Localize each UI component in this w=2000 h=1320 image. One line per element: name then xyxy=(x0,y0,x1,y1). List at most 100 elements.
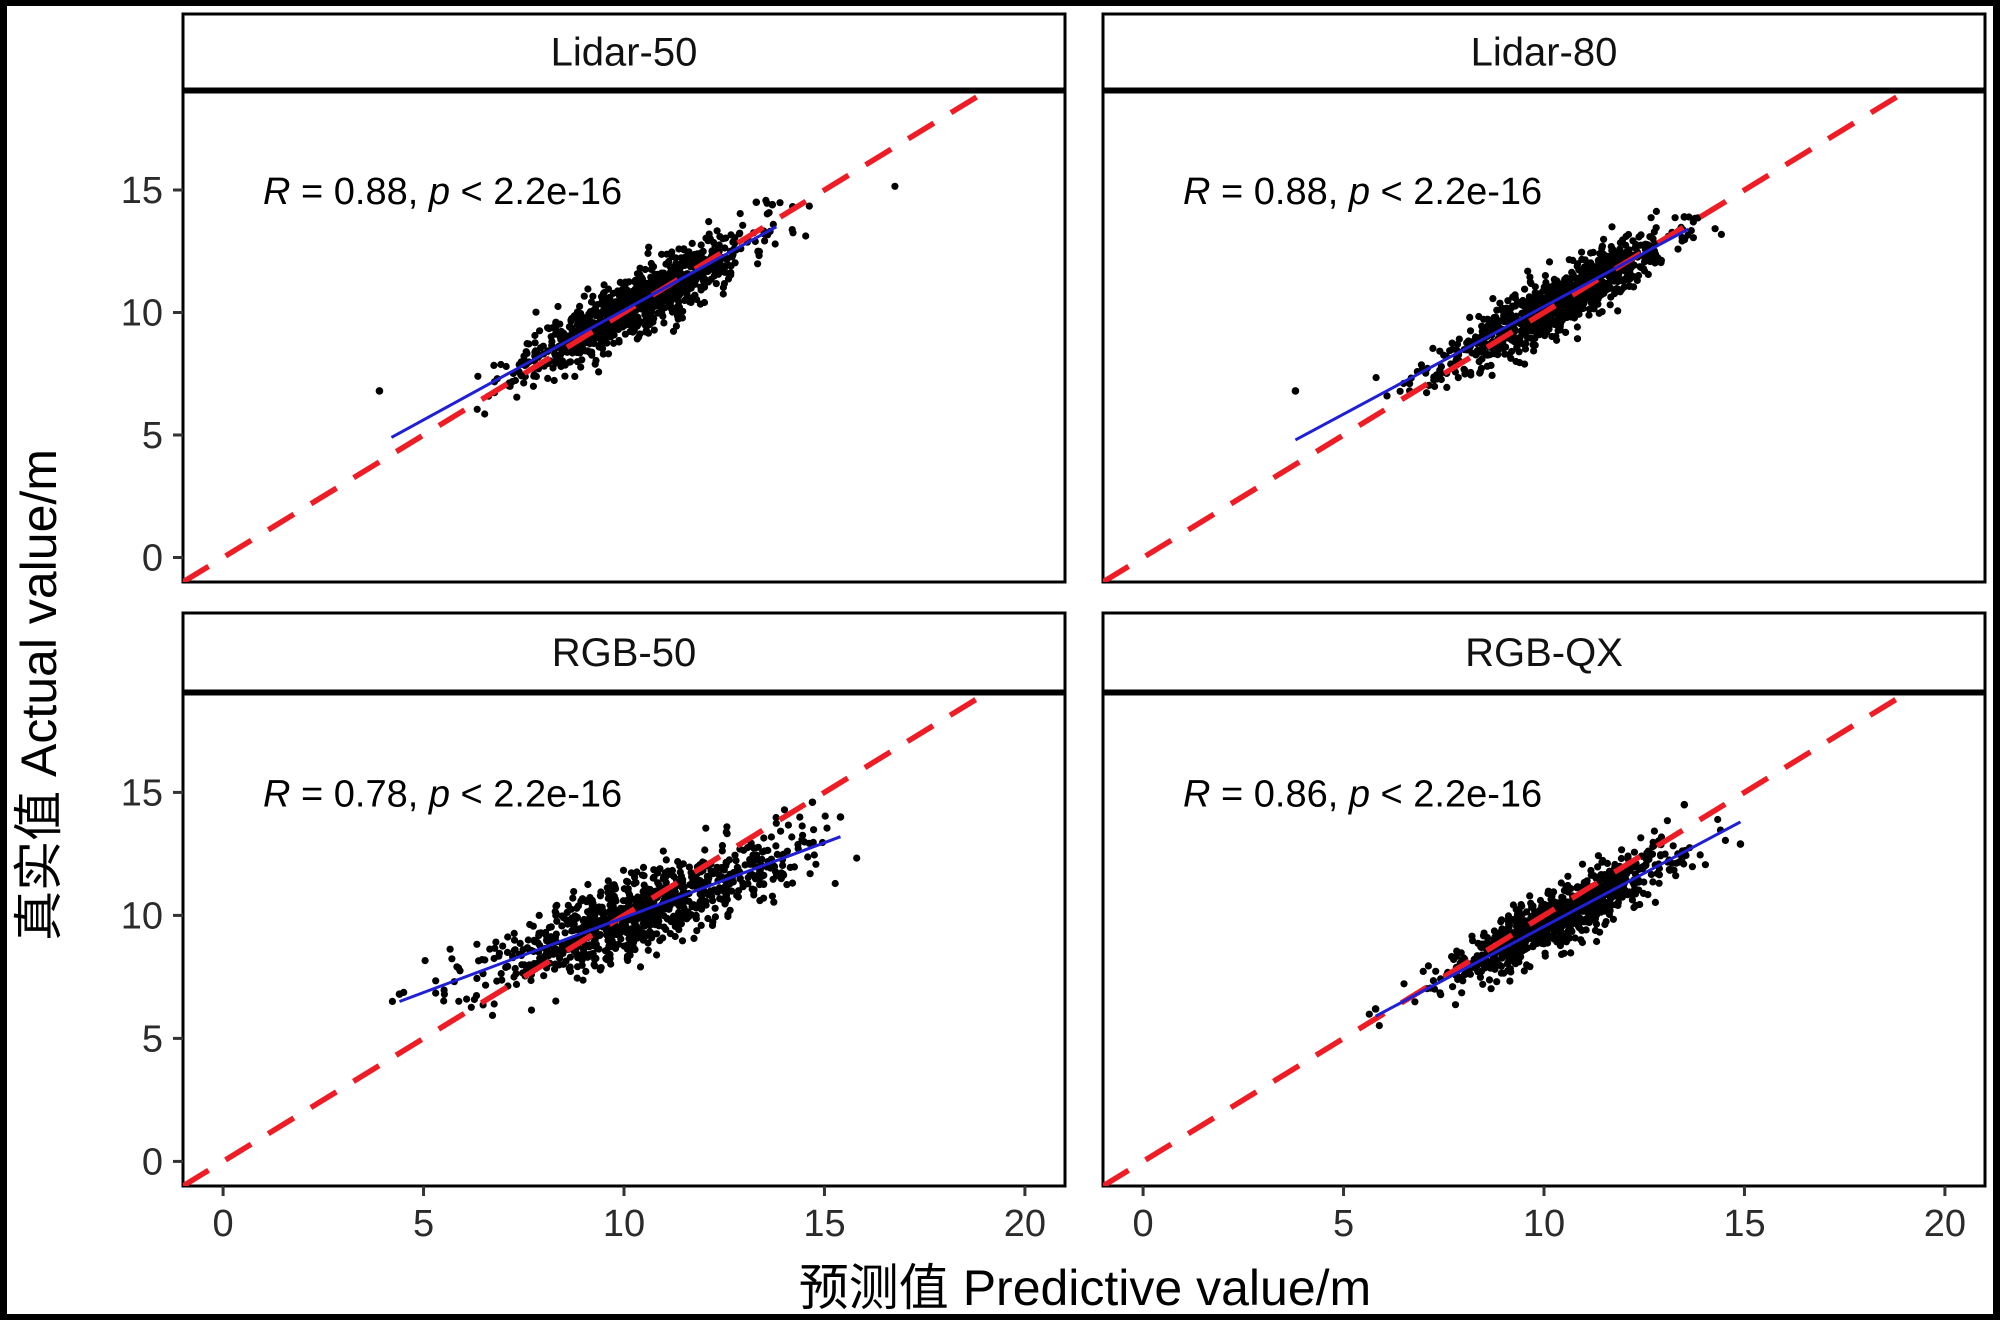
scatter-point xyxy=(623,952,632,960)
facet-strip xyxy=(181,611,1067,693)
scatter-point xyxy=(1622,870,1631,878)
scatter-point xyxy=(575,344,583,352)
scatter-point xyxy=(1610,253,1618,261)
scatter-point xyxy=(1563,929,1571,937)
scatter-point xyxy=(1496,299,1504,307)
scatter-point xyxy=(722,828,730,836)
scatter-point xyxy=(1524,267,1532,275)
scatter-point xyxy=(615,338,623,346)
scatter-point xyxy=(511,964,519,973)
scatter-point xyxy=(1689,234,1697,242)
scatter-point xyxy=(573,974,581,982)
scatter-point xyxy=(1689,218,1697,226)
scatter-point xyxy=(719,290,727,298)
scatter-point xyxy=(547,333,555,341)
scatter-point xyxy=(676,909,684,918)
y-tick-label: 5 xyxy=(142,415,163,457)
scatter-point xyxy=(1519,922,1527,930)
scatter-point xyxy=(689,274,698,282)
scatter-point xyxy=(655,917,663,925)
scatter-point xyxy=(776,199,784,207)
scatter-point xyxy=(552,930,560,938)
scatter-point xyxy=(692,911,700,920)
scatter-point xyxy=(1625,282,1633,290)
scatter-point xyxy=(671,888,679,896)
scatter-point xyxy=(544,374,552,382)
scatter-point xyxy=(754,843,762,851)
scatter-point xyxy=(1493,306,1501,314)
scatter-point xyxy=(578,961,586,969)
scatter-point xyxy=(624,878,632,886)
scatter-point xyxy=(573,358,582,366)
scatter-point xyxy=(1490,927,1498,935)
scatter-point xyxy=(1467,371,1475,379)
regression-fit-line xyxy=(398,835,842,1003)
scatter-point xyxy=(1580,894,1588,903)
annotation-r-value: = 0.88, xyxy=(290,171,428,213)
scatter-point xyxy=(1531,341,1539,349)
panel-lidar-80: Lidar-80 R = 0.88, p < 2.2e-16 xyxy=(1101,12,1987,584)
facet-strip xyxy=(1101,12,1987,91)
scatter-point xyxy=(675,308,683,316)
scatter-point xyxy=(1504,310,1512,318)
scatter-point xyxy=(662,879,670,887)
scatter-point xyxy=(1556,312,1564,320)
scatter-point xyxy=(633,335,641,343)
scatter-point xyxy=(619,323,627,331)
scatter-point xyxy=(1541,283,1549,291)
scatter-point xyxy=(556,320,564,328)
scatter-point xyxy=(1633,243,1641,251)
annotation-p-symbol: p xyxy=(428,171,450,213)
scatter-point xyxy=(1554,320,1562,328)
scatter-point xyxy=(1622,232,1630,241)
scatter-point xyxy=(1651,250,1660,258)
scatter-point xyxy=(802,232,810,240)
scatter-point xyxy=(592,356,600,365)
scatter-point xyxy=(731,851,739,859)
scatter-point xyxy=(1687,227,1695,235)
scatter-point xyxy=(771,240,779,248)
y-tick-label: 0 xyxy=(142,538,163,580)
y-axis-title: 真实值 Actual value/m xyxy=(11,449,67,941)
scatter-point xyxy=(812,860,820,868)
scatter-point xyxy=(527,1006,536,1014)
scatter-point xyxy=(647,273,655,281)
scatter-point xyxy=(1674,245,1682,253)
scatter-point xyxy=(561,372,569,380)
scatter-point xyxy=(552,353,560,361)
scatter-point xyxy=(739,221,747,229)
scatter-point xyxy=(630,880,638,888)
scatter-point xyxy=(1530,347,1538,355)
scatter-point xyxy=(597,964,605,972)
scatter-point xyxy=(1603,859,1611,868)
scatter-point xyxy=(662,925,670,934)
scatter-point xyxy=(516,939,524,948)
scatter-point xyxy=(625,278,633,286)
scatter-point xyxy=(696,890,704,898)
scatter-point xyxy=(721,268,729,276)
scatter-point xyxy=(388,997,396,1006)
scatter-point xyxy=(769,875,777,883)
scatter-point xyxy=(760,834,768,842)
scatter-points xyxy=(1365,800,1745,1030)
scatter-point xyxy=(626,327,634,335)
scatter-point xyxy=(729,238,737,246)
scatter-point xyxy=(524,936,532,944)
scatter-point xyxy=(696,300,705,308)
scatter-point xyxy=(601,917,609,925)
scatter-point xyxy=(625,296,633,304)
scatter-point xyxy=(473,940,481,948)
scatter-point xyxy=(1515,912,1523,920)
scatter-point xyxy=(1372,374,1380,382)
scatter-point xyxy=(558,912,566,920)
scatter-point xyxy=(1562,885,1570,893)
scatter-point xyxy=(675,926,683,934)
scatter-point xyxy=(618,921,626,929)
scatter-point xyxy=(1642,861,1650,870)
scatter-point xyxy=(671,271,679,279)
scatter-point xyxy=(1594,295,1602,303)
scatter-point xyxy=(531,339,539,347)
scatter-point xyxy=(720,280,729,288)
scatter-point xyxy=(777,875,785,883)
scatter-point xyxy=(493,977,501,985)
